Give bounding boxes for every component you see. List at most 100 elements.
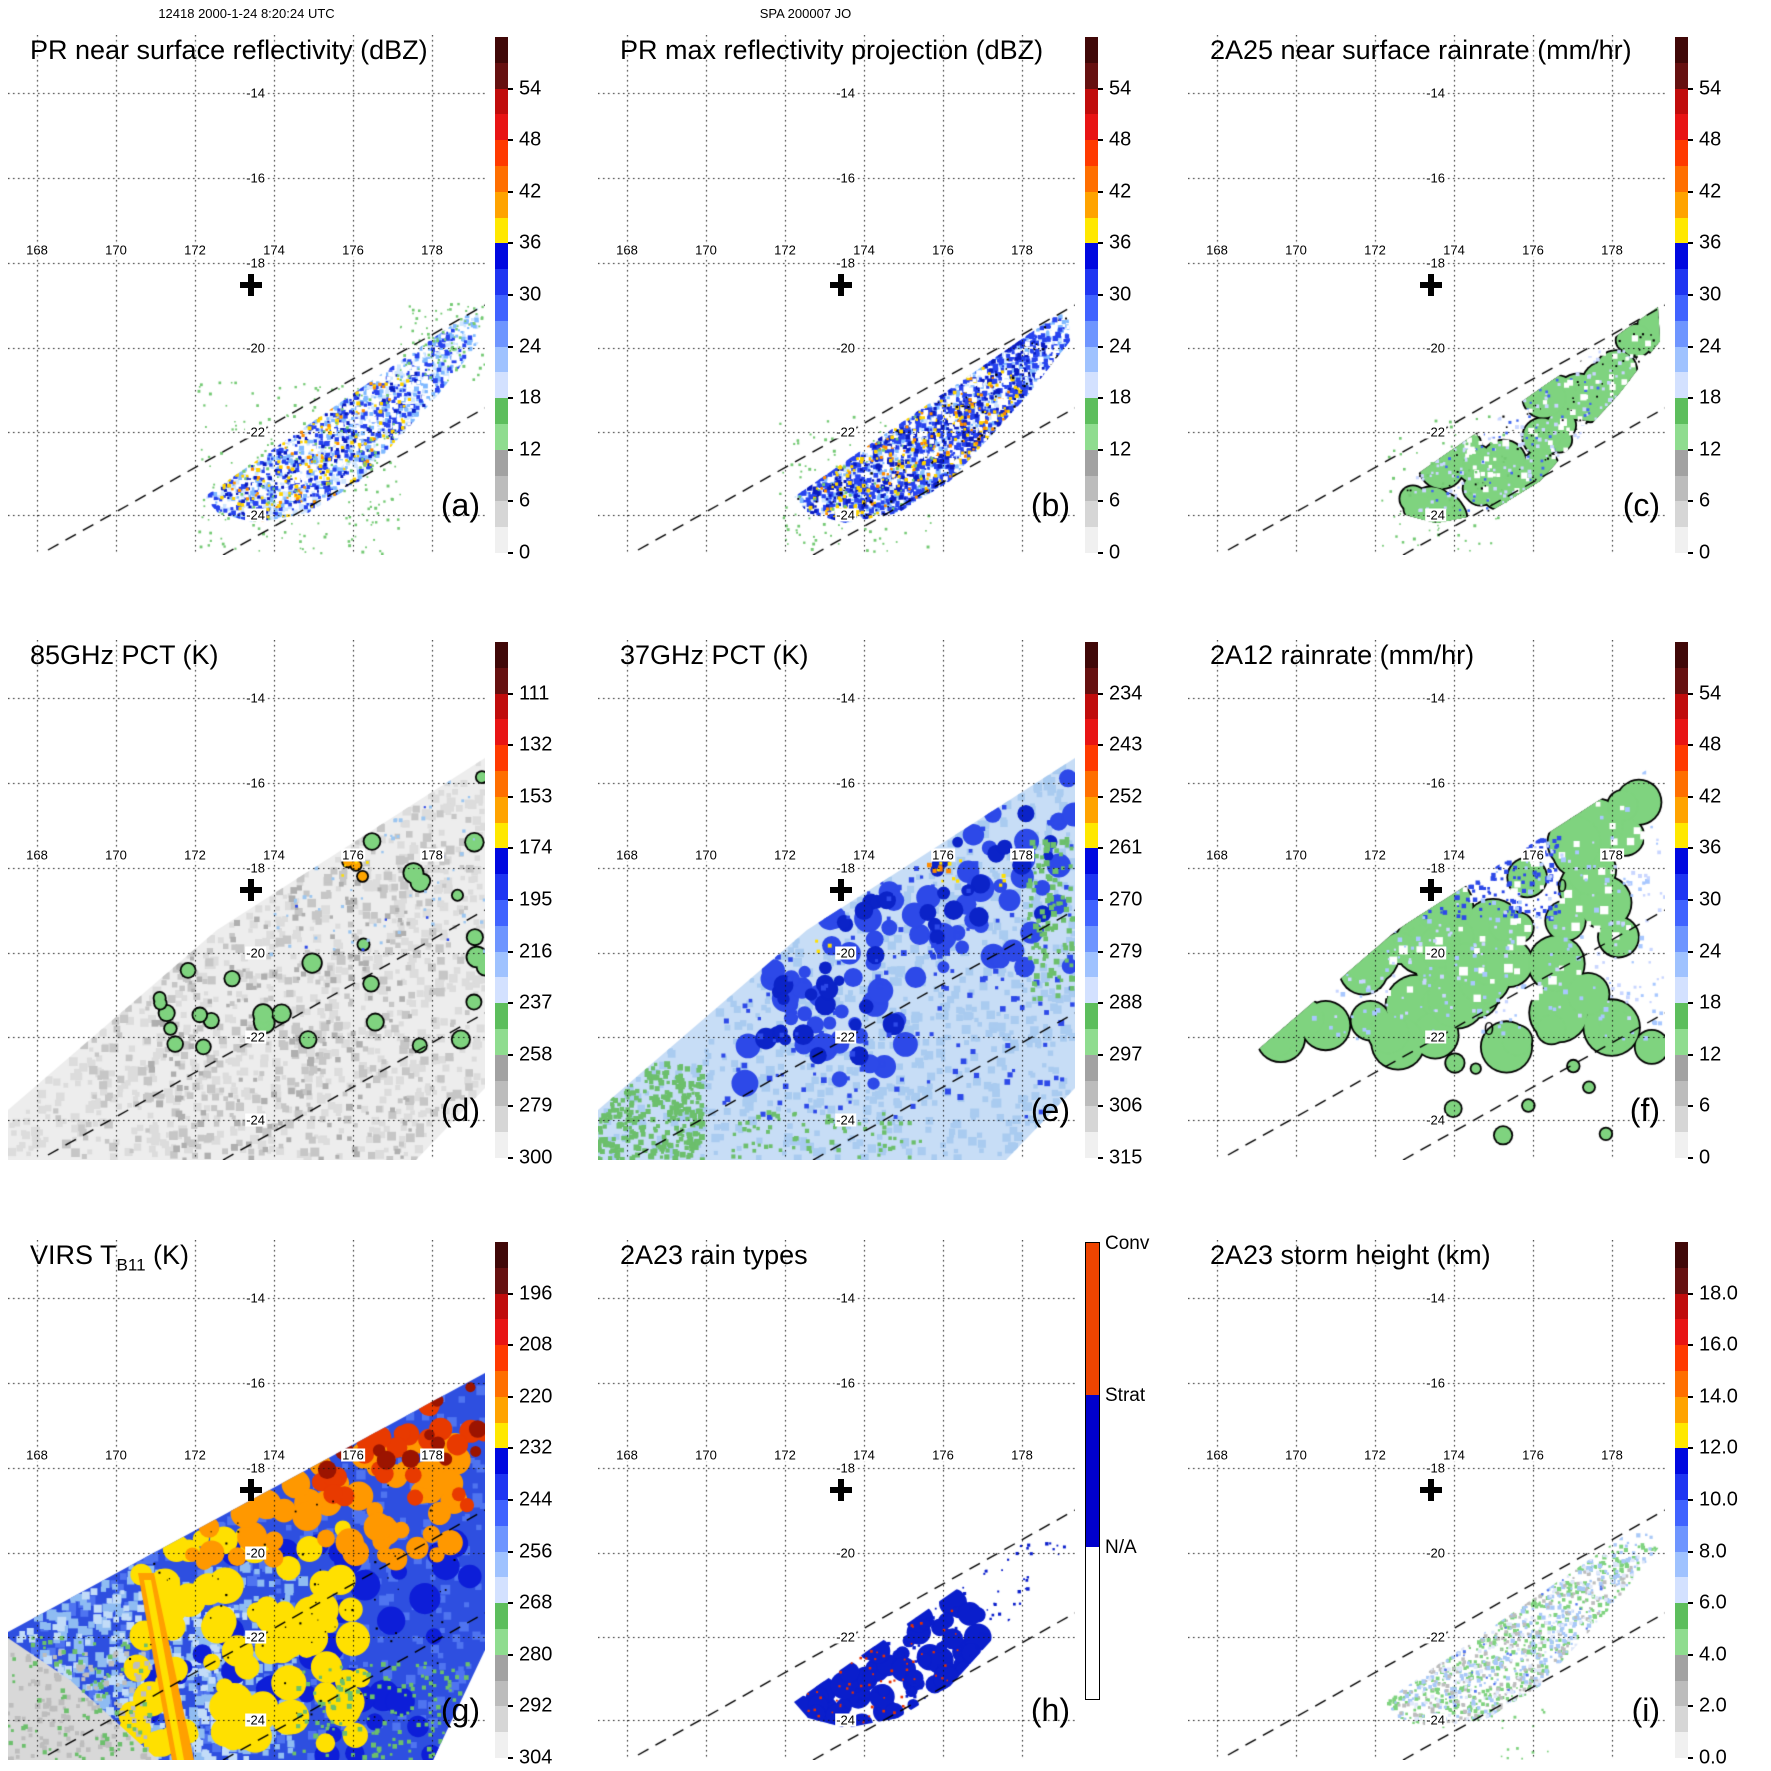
map-canvas-c: [1188, 35, 1665, 555]
panel-title-text: PR near surface reflectivity (dBZ): [30, 35, 428, 65]
colorbar-tick-mark: [508, 744, 513, 747]
lat-label: -20: [835, 1545, 856, 1561]
lat-label: -24: [835, 1112, 856, 1128]
colorbar-tick-label: 6: [1699, 1094, 1711, 1117]
colorbar-segment: [495, 745, 508, 771]
lat-label: -14: [245, 690, 266, 706]
colorbar-category-label: Conv: [1105, 1233, 1150, 1255]
colorbar-segment: [1675, 642, 1688, 668]
colorbar-a: [495, 37, 508, 553]
colorbar-segment: [1675, 346, 1688, 373]
colorbar-segment: [495, 1628, 508, 1655]
lat-label: -16: [835, 1375, 856, 1391]
colorbar-tick-label: 0: [1699, 541, 1711, 564]
colorbar-segment: [1085, 294, 1098, 321]
colorbar-segment: [495, 320, 508, 347]
colorbar-tick-mark: [1098, 397, 1103, 400]
colorbar-e: [1085, 642, 1098, 1158]
colorbar-segment: [1675, 770, 1688, 797]
lon-label: 174: [852, 847, 876, 863]
colorbar-segment: [1675, 1577, 1688, 1604]
lat-label: -14: [245, 85, 266, 101]
colorbar-tick-mark: [508, 795, 513, 798]
lat-label: -18: [245, 1460, 266, 1476]
lon-label: 174: [852, 1447, 876, 1463]
colorbar-segment: [1085, 1132, 1098, 1158]
colorbar-segment: [495, 114, 508, 141]
colorbar-segment: [495, 1706, 508, 1733]
colorbar-tick-label: 54: [1699, 682, 1722, 705]
colorbar-tick-label: 48: [1109, 128, 1132, 151]
colorbar-tick-mark: [508, 1002, 513, 1005]
colorbar-tick-mark: [1098, 190, 1103, 193]
storm-center-marker: [240, 1479, 262, 1501]
lat-label: -18: [835, 1460, 856, 1476]
lat-label: -14: [835, 690, 856, 706]
colorbar-segment: [1675, 372, 1688, 399]
colorbar-tick-label: 270: [1109, 888, 1143, 911]
colorbar-tick-mark: [1098, 552, 1103, 554]
panel-title: 2A25 near surface rainrate (mm/hr): [1210, 35, 1632, 70]
colorbar-tick-mark: [508, 1292, 513, 1295]
colorbar-segment: [495, 925, 508, 952]
panel-a: PR near surface reflectivity (dBZ) 168 170…: [8, 35, 485, 555]
storm-center-marker: [1420, 879, 1442, 901]
colorbar-tick-mark: [1688, 692, 1693, 695]
lon-label: 172: [183, 1447, 207, 1463]
colorbar-segment: [1085, 372, 1098, 399]
colorbar-segment: [1675, 1448, 1688, 1475]
colorbar-tick-label: 0.0: [1699, 1746, 1727, 1769]
lon-label: 168: [25, 847, 49, 863]
lat-label: -22: [835, 1029, 856, 1045]
colorbar-segment: [495, 1106, 508, 1133]
colorbar-segment: [1085, 191, 1098, 218]
panel-title: 85GHz PCT (K): [30, 640, 219, 675]
lat-label: -22: [245, 1629, 266, 1645]
lat-label: -20: [835, 340, 856, 356]
lon-label: 172: [1363, 847, 1387, 863]
lat-label: -24: [835, 1712, 856, 1728]
colorbar-tick-mark: [508, 1550, 513, 1553]
colorbar-tick-label: 36: [519, 231, 542, 254]
colorbar-segment: [495, 719, 508, 746]
panel-f: 2A12 rainrate (mm/hr) 168 170 172 174 176 178 -…: [1188, 640, 1665, 1160]
lon-label: 168: [25, 1447, 49, 1463]
colorbar-tick-label: 0: [1109, 541, 1121, 564]
colorbar-tick-label: 268: [519, 1591, 553, 1614]
colorbar-segment: [495, 1293, 508, 1320]
colorbar-c: [1675, 37, 1688, 553]
colorbar-tick-mark: [1098, 692, 1103, 695]
colorbar-tick-label: 30: [1699, 888, 1722, 911]
colorbar-tick-mark: [1688, 397, 1693, 400]
colorbar-segment: [1675, 217, 1688, 244]
lat-label: -20: [1425, 340, 1446, 356]
colorbar-segment: [495, 693, 508, 720]
colorbar-b: [1085, 37, 1098, 553]
lat-label: -20: [1425, 945, 1446, 961]
panel-title: 37GHz PCT (K): [620, 640, 809, 675]
colorbar-segment: [495, 527, 508, 553]
colorbar-tick-mark: [508, 397, 513, 400]
colorbar-tick-mark: [508, 950, 513, 953]
lat-label: -16: [1425, 170, 1446, 186]
colorbar-tick-mark: [1688, 242, 1693, 245]
lat-label: -16: [245, 170, 266, 186]
colorbar-tick-mark: [1098, 345, 1103, 348]
lat-label: -18: [835, 255, 856, 271]
colorbar-tick-label: 30: [519, 283, 542, 306]
colorbar-tick-label: 315: [1109, 1146, 1143, 1169]
panel-letter: (a): [440, 487, 480, 523]
colorbar-tick-label: 48: [1699, 128, 1722, 151]
lon-label: 172: [1363, 1447, 1387, 1463]
lon-label: 168: [1205, 1447, 1229, 1463]
panel-letter: (h): [1030, 1692, 1070, 1728]
lon-label: 176: [931, 242, 955, 258]
colorbar-segment: [495, 1448, 508, 1475]
colorbar-tick-label: 42: [1699, 180, 1722, 203]
panel-title-text: 2A25 near surface rainrate (mm/hr): [1210, 35, 1632, 65]
map-canvas-a: [8, 35, 485, 555]
colorbar-tick-mark: [1098, 87, 1103, 90]
panel-h: 2A23 rain types 168 170 172 174 176 178 -14 -16 -…: [598, 1240, 1075, 1760]
colorbar-tick-label: 18: [1109, 386, 1132, 409]
map-canvas-h: [598, 1240, 1075, 1760]
